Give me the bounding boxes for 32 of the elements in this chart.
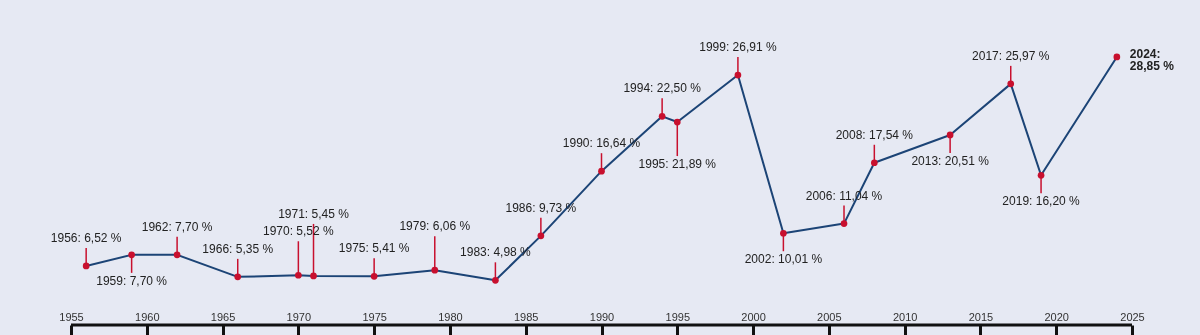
data-label: 1959: 7,70 % (96, 273, 168, 288)
x-tick-label: 2015 (968, 310, 994, 323)
x-tick-label: 1965 (210, 310, 236, 323)
x-tick-label: 1970 (286, 310, 312, 323)
data-label: 1966: 5,35 % (202, 241, 274, 256)
x-tick-label: 1985 (513, 310, 539, 323)
data-label: 1999: 26,91 % (699, 40, 777, 55)
data-label: 2002: 10,01 % (744, 252, 823, 267)
data-label: 1994: 22,50 % (623, 81, 702, 96)
x-tick-label: 1975 (362, 310, 387, 323)
data-label: 1975: 5,41 % (338, 241, 410, 256)
data-label: 2017: 25,97 % (972, 48, 1050, 63)
x-tick-label: 2010 (892, 310, 918, 323)
x-tick-label: 2005 (817, 310, 842, 323)
data-label: 1986: 9,73 % (505, 200, 577, 215)
data-label: 2008: 17,54 % (835, 127, 914, 142)
data-label: 1956: 6,52 % (50, 230, 122, 245)
data-label: 2019: 16,20 % (1002, 194, 1081, 209)
data-label: 2024: 28,85 % (1129, 46, 1175, 73)
data-label: 1971: 5,45 % (278, 206, 350, 221)
x-tick-label: 2025 (1120, 310, 1145, 323)
data-label: 1979: 6,06 % (399, 219, 471, 234)
x-tick-label: 1955 (59, 310, 84, 323)
x-tick-label: 1995 (665, 310, 691, 323)
data-label: 2013: 20,51 % (911, 153, 990, 168)
data-label: 1962: 7,70 % (141, 219, 213, 234)
x-tick-label: 2000 (741, 310, 766, 323)
x-tick-label: 1990 (589, 310, 615, 323)
x-tick-label: 1980 (438, 310, 463, 323)
x-tick-label: 2020 (1044, 310, 1069, 323)
data-label: 1995: 21,89 % (638, 157, 717, 172)
x-tick-label: 1960 (135, 310, 160, 323)
